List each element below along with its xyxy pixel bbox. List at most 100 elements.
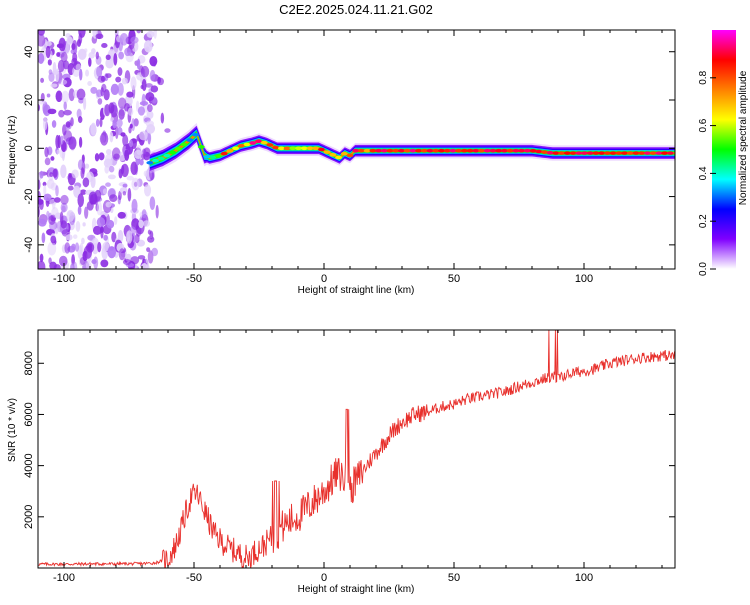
snr-y-ticks: 2000 4000 6000 8000 <box>23 351 675 529</box>
noise-blob <box>150 85 159 93</box>
ridge-core <box>426 148 434 153</box>
ridge-core <box>638 151 646 155</box>
ridge-core <box>655 151 663 155</box>
noise-blob <box>128 139 134 148</box>
y-tick-label: -20 <box>23 189 35 205</box>
ridge-core <box>226 149 234 153</box>
colorbar-gradient <box>712 30 736 269</box>
ridge-core <box>661 151 668 155</box>
noise-blob <box>48 72 55 82</box>
noise-blob <box>83 245 93 259</box>
noise-blob <box>105 73 112 79</box>
noise-blob <box>72 52 78 63</box>
colorbar-tick-label: 0.0 <box>698 262 709 276</box>
noise-blob <box>66 36 73 45</box>
ridge-core <box>575 151 583 155</box>
ridge-core <box>323 150 331 154</box>
noise-blob <box>146 110 154 120</box>
noise-blob <box>43 193 52 202</box>
noise-blob <box>117 82 124 96</box>
noise-blob <box>146 30 155 38</box>
noise-blob <box>54 227 59 235</box>
ridge-core <box>318 147 325 152</box>
ridge-core <box>632 151 640 155</box>
noise-blob <box>145 83 153 88</box>
noise-blob <box>122 183 128 188</box>
noise-blob <box>56 52 61 57</box>
ridge-core <box>409 148 417 153</box>
noise-blob <box>138 219 144 229</box>
noise-blob <box>79 242 84 255</box>
noise-blob <box>102 188 108 195</box>
noise-blob <box>92 199 98 205</box>
noise-blob <box>38 53 45 65</box>
noise-blob <box>84 163 90 169</box>
noise-blob <box>113 153 120 160</box>
noise-blob <box>77 205 82 216</box>
x-tick-label: -100 <box>53 273 75 285</box>
ridge-core <box>398 148 405 153</box>
ridge-core <box>346 153 354 158</box>
ridge-core <box>260 140 268 145</box>
noise-blob <box>110 83 119 96</box>
y-tick-label: -40 <box>23 237 35 253</box>
ridge-core <box>649 151 657 155</box>
colorbar: 0.0 0.2 0.4 0.6 0.8 Normalized spectral ampl… <box>698 30 749 276</box>
noise-blob <box>48 215 56 225</box>
noise-blob <box>157 76 161 84</box>
noise-blob <box>58 37 66 52</box>
noise-blob <box>113 53 118 66</box>
noise-blob <box>117 67 123 76</box>
ridge-core <box>295 146 302 151</box>
ridge-core <box>586 151 594 155</box>
ridge-core <box>592 151 600 155</box>
noise-blob <box>47 59 52 66</box>
noise-blob <box>55 90 63 102</box>
noise-blob <box>87 80 92 87</box>
colorbar-tick-label: 0.6 <box>698 118 709 132</box>
noise-blob <box>61 205 66 213</box>
noise-blob <box>160 112 165 124</box>
noise-blob <box>77 193 85 208</box>
noise-blob <box>122 259 132 266</box>
ridge-core <box>598 151 606 155</box>
noise-blob <box>56 149 60 154</box>
noise-blob <box>103 89 110 101</box>
noise-blob <box>80 167 85 179</box>
y-tick-label: 6000 <box>23 402 35 426</box>
snr-x-label: Height of straight line (km) <box>298 584 415 595</box>
noise-blob <box>141 209 147 219</box>
noise-blob <box>133 149 143 159</box>
noise-blob <box>78 32 83 45</box>
ridge-core <box>443 148 451 153</box>
noise-blob <box>107 246 117 259</box>
ridge-core <box>461 148 468 153</box>
noise-blob <box>38 34 46 47</box>
ridge-core <box>277 146 285 151</box>
y-tick-label: 40 <box>23 46 35 58</box>
noise-blob <box>82 177 90 188</box>
noise-blob <box>130 256 140 265</box>
noise-blob <box>41 232 46 244</box>
noise-blob <box>88 57 92 67</box>
ridge-core <box>432 148 440 153</box>
ridge-core <box>169 150 177 155</box>
ridge-core <box>203 154 211 159</box>
noise-blob <box>105 182 111 187</box>
noise-blob <box>149 56 158 67</box>
snr-panel: -100 -50 0 50 100 2000 4000 6000 8000 Height of… <box>7 329 676 595</box>
noise-blob <box>61 90 69 104</box>
ridge-core <box>420 148 428 153</box>
noise-blob <box>97 98 103 105</box>
noise-blob <box>39 170 44 179</box>
noise-blob <box>101 42 108 49</box>
noise-blob <box>94 153 100 162</box>
noise-blob <box>105 54 111 61</box>
noise-blob <box>108 165 115 173</box>
ridge-core <box>455 148 463 153</box>
y-tick-label: 4000 <box>23 453 35 477</box>
noise-blob <box>119 33 129 46</box>
ridge-core <box>358 148 365 153</box>
noise-blob <box>39 199 44 211</box>
